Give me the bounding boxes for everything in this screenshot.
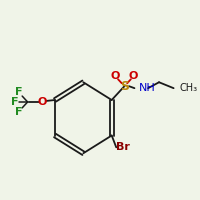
Text: O: O [111, 71, 120, 81]
Text: Br: Br [116, 142, 130, 152]
Text: F: F [11, 97, 19, 107]
Text: S: S [120, 80, 129, 93]
Text: F: F [15, 87, 22, 97]
Text: NH: NH [139, 83, 156, 93]
Text: F: F [15, 107, 22, 117]
Text: O: O [129, 71, 138, 81]
Text: CH₃: CH₃ [180, 83, 198, 93]
Text: O: O [38, 97, 47, 107]
